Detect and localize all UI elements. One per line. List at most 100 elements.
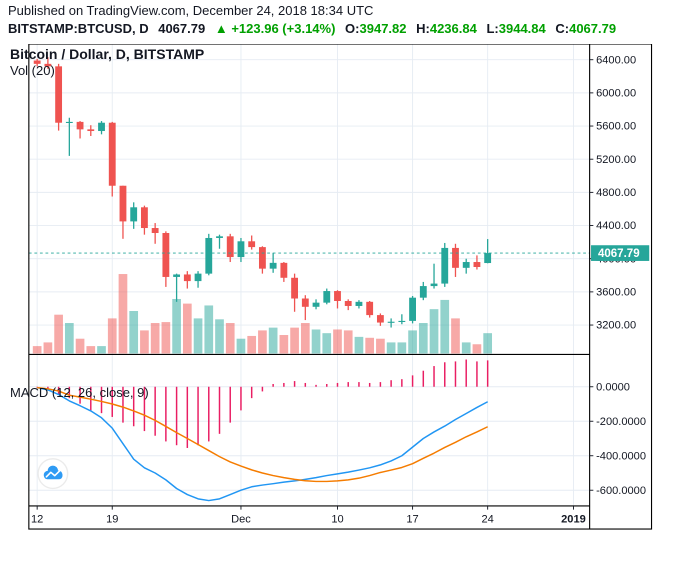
macd-axis-label: -600.0000 — [596, 485, 646, 497]
candle-body — [398, 320, 406, 323]
macd-axis-label: -400.0000 — [596, 450, 646, 462]
volume-bar — [268, 327, 278, 354]
candle-body — [323, 291, 331, 303]
candle-body — [419, 286, 427, 298]
last-price-tag — [591, 245, 650, 261]
macd-axis-label: 0.0000 — [596, 381, 630, 393]
macd-signal-line — [37, 386, 488, 483]
volume-bar — [140, 330, 149, 354]
volume-bar — [161, 322, 171, 354]
volume-bar — [129, 311, 139, 354]
volume-bar — [376, 338, 385, 354]
candle-body — [194, 273, 202, 282]
high-value: 4236.84 — [429, 21, 477, 36]
candle-body — [430, 283, 438, 287]
volume-bar — [172, 298, 181, 354]
volume-bar — [354, 336, 364, 354]
low-label: L: — [486, 21, 499, 36]
volume-bar — [322, 333, 332, 354]
candle-body — [33, 60, 41, 64]
candle-body — [130, 207, 138, 222]
volume-bar — [43, 342, 53, 354]
close-label: C: — [555, 21, 570, 36]
candle-body — [258, 247, 266, 269]
volume-bar — [386, 342, 396, 354]
time-axis-label: 17 — [406, 514, 418, 526]
volume-bar — [311, 329, 321, 354]
candle-body — [376, 315, 384, 323]
time-axis-label: 24 — [481, 514, 493, 526]
volume-bar — [64, 323, 74, 354]
time-axis-label: Dec — [231, 514, 251, 526]
volume-bar — [258, 330, 267, 354]
high-label: H: — [416, 21, 430, 36]
candle-body — [344, 300, 352, 306]
candle-body — [44, 63, 52, 67]
candle-body — [462, 262, 470, 268]
volume-bar — [472, 344, 482, 354]
candle-body — [452, 247, 459, 268]
close-value: 4067.79 — [569, 21, 617, 36]
open-value: 3947.82 — [359, 21, 407, 36]
price-axis-label: 6000.00 — [596, 88, 636, 100]
volume-bar — [461, 342, 471, 354]
volume-bar — [333, 329, 342, 354]
volume-bar — [343, 330, 353, 354]
volume-bar — [483, 333, 493, 354]
tradingview-logo-icon[interactable] — [37, 458, 69, 490]
candle-body — [98, 122, 105, 132]
volume-bar — [150, 323, 160, 354]
candle-body — [76, 121, 84, 130]
volume-bar — [418, 323, 428, 354]
candle-body — [162, 233, 170, 277]
volume-bar — [290, 327, 299, 354]
tradingview-logo-part — [45, 469, 61, 478]
candle-body — [119, 185, 127, 222]
candle-body — [301, 298, 309, 307]
candle-body — [151, 228, 159, 234]
candle-body — [108, 122, 116, 186]
volume-bar — [97, 346, 106, 354]
price-axis-label: 4800.00 — [596, 187, 636, 199]
price-axis-label: 5200.00 — [596, 154, 636, 166]
price-axis-label: 3200.00 — [596, 320, 636, 332]
time-axis-label: 2019 — [561, 514, 586, 526]
candle-body — [441, 247, 449, 284]
volume-bar — [193, 318, 203, 354]
chart-frame — [28, 44, 653, 530]
candle-body — [216, 236, 223, 238]
candle-body — [141, 207, 148, 229]
volume-bar — [429, 309, 439, 354]
price-axis-label: 5600.00 — [596, 121, 636, 133]
volume-bar — [107, 318, 117, 354]
volume-bar — [365, 337, 375, 354]
symbol-ohlc-line: BITSTAMP:BTCUSD, D 4067.79 ▲ +123.96 (+3… — [8, 21, 616, 36]
macd-axis-label: -200.0000 — [596, 416, 646, 428]
candle-body — [205, 237, 213, 274]
volume-bar — [54, 314, 63, 354]
last-price-tag-value: 4067.79 — [598, 248, 640, 260]
open-label: O: — [345, 21, 360, 36]
candle-body — [355, 301, 363, 306]
candle-body — [65, 121, 73, 124]
candle-body — [291, 277, 299, 299]
symbol-name: BITSTAMP:BTCUSD, D — [8, 21, 149, 36]
volume-bar — [279, 335, 289, 354]
low-value: 3944.84 — [498, 21, 546, 36]
up-arrow-icon: ▲ — [214, 21, 228, 36]
volume-bar — [236, 338, 246, 354]
time-axis-label: 12 — [31, 514, 43, 526]
candle-body — [387, 321, 395, 323]
price-change: +123.96 (+3.14%) — [231, 21, 336, 36]
volume-bar — [451, 318, 460, 354]
chart-canvas[interactable]: 6400.00 6000.00 5600.00 5200.00 4800.00 4400.… — [0, 44, 685, 578]
macd-line — [37, 386, 489, 502]
candle-body — [473, 262, 481, 268]
candle-body — [173, 274, 181, 277]
candle-body — [87, 129, 95, 132]
candle-body — [55, 66, 63, 123]
volume-bar — [32, 346, 42, 354]
price-axis-label: 6400.00 — [596, 54, 636, 66]
volume-bar — [300, 323, 310, 354]
